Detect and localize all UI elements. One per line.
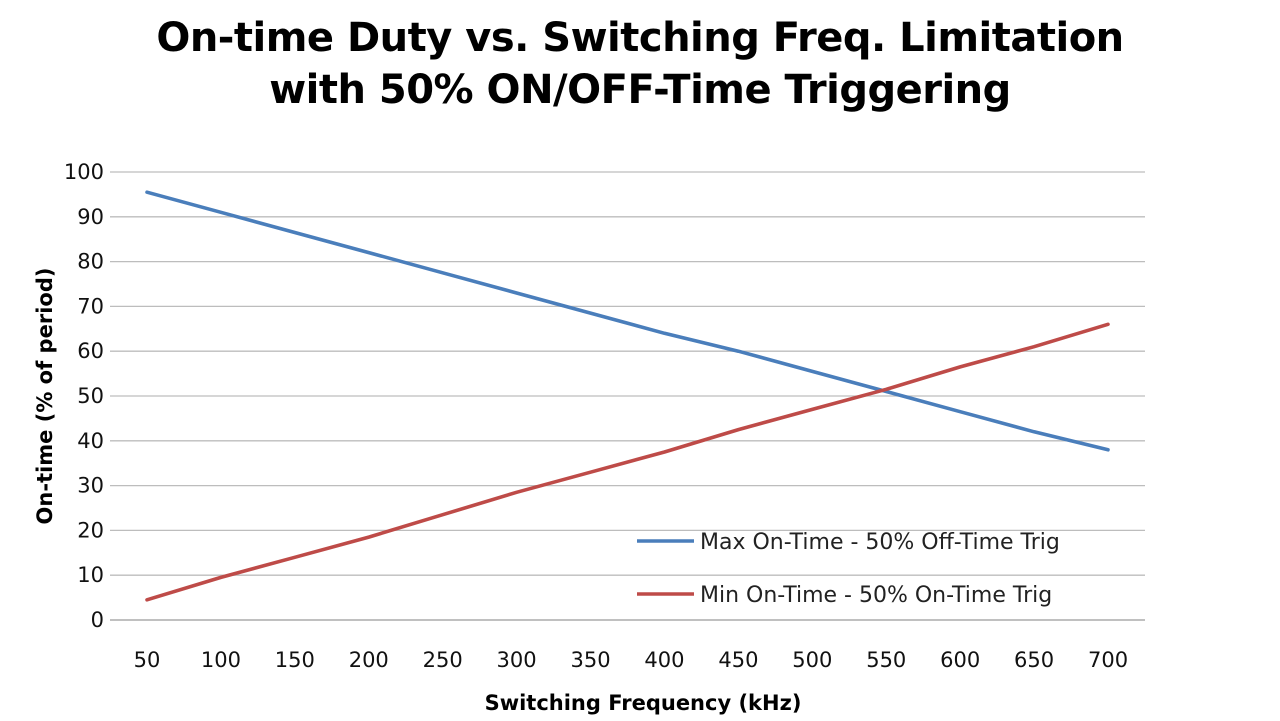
y-tick-label: 20 xyxy=(77,518,104,542)
x-tick-label: 600 xyxy=(940,648,980,672)
x-tick-label: 150 xyxy=(275,648,315,672)
x-tick-label: 300 xyxy=(497,648,537,672)
y-tick-label: 0 xyxy=(91,608,104,632)
y-tick-label: 60 xyxy=(77,339,104,363)
y-tick-label: 70 xyxy=(77,294,104,318)
legend-label-1: Max On-Time - 50% Off-Time Trig xyxy=(700,530,1060,555)
chart-title-line-2: with 50% ON/OFF-Time Triggering xyxy=(269,67,1011,113)
gridlines xyxy=(110,171,1145,621)
legend: Max On-Time - 50% Off-Time Trig Min On-Ti… xyxy=(637,530,1060,608)
series-lines xyxy=(145,190,1110,602)
x-tick-label: 500 xyxy=(792,648,832,672)
series-line-1 xyxy=(145,190,1110,452)
y-axis-title: On-time (% of period) xyxy=(33,268,57,525)
legend-label-2: Min On-Time - 50% On-Time Trig xyxy=(700,583,1052,608)
x-tick-label: 250 xyxy=(423,648,463,672)
x-tick-label: 350 xyxy=(570,648,610,672)
x-tick-label: 200 xyxy=(349,648,389,672)
x-tick-label: 400 xyxy=(644,648,684,672)
x-axis-title: Switching Frequency (kHz) xyxy=(485,691,802,715)
y-tick-labels: 0 10 20 30 40 50 60 70 80 90 100 xyxy=(64,160,104,632)
x-tick-label: 50 xyxy=(134,648,161,672)
y-tick-label: 50 xyxy=(77,384,104,408)
x-tick-label: 700 xyxy=(1088,648,1128,672)
x-tick-label: 650 xyxy=(1014,648,1054,672)
y-tick-label: 100 xyxy=(64,160,104,184)
chart-title: On-time Duty vs. Switching Freq. Limitat… xyxy=(0,12,1280,116)
y-tick-label: 80 xyxy=(77,250,104,274)
x-tick-label: 550 xyxy=(866,648,906,672)
series-line-2 xyxy=(145,322,1110,602)
chart-title-line-1: On-time Duty vs. Switching Freq. Limitat… xyxy=(156,15,1124,61)
y-tick-label: 90 xyxy=(77,205,104,229)
y-tick-label: 40 xyxy=(77,429,104,453)
x-tick-labels: 50 100 150 200 250 300 350 400 450 500 550 600 650 70… xyxy=(134,648,1128,672)
x-tick-label: 450 xyxy=(718,648,758,672)
y-tick-label: 10 xyxy=(77,563,104,587)
x-tick-label: 100 xyxy=(201,648,241,672)
y-tick-label: 30 xyxy=(77,474,104,498)
